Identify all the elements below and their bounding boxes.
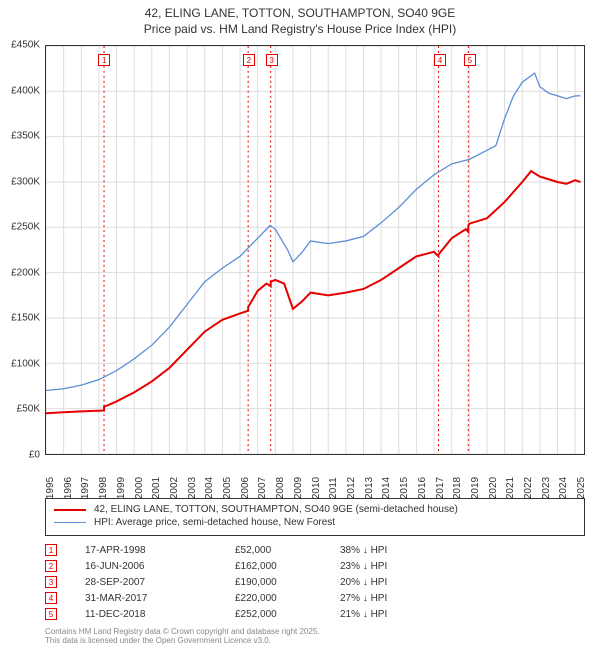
x-tick-label: 2012 (346, 477, 357, 499)
x-tick-label: 2005 (222, 477, 233, 499)
y-tick-label: £350K (11, 131, 40, 142)
y-tick-label: £400K (11, 85, 40, 96)
x-tick-label: 2013 (364, 477, 375, 499)
x-tick-label: 2010 (311, 477, 322, 499)
x-tick-label: 2019 (470, 477, 481, 499)
y-tick-label: £0 (29, 450, 40, 461)
row-marker: 4 (45, 592, 57, 604)
x-tick-label: 2018 (452, 477, 463, 499)
x-tick-label: 2002 (169, 477, 180, 499)
x-axis-labels: 1995199619971998199920002001200220032004… (45, 458, 585, 493)
series-hpi (46, 73, 580, 390)
table-row: 5 11-DEC-2018£252,00021% ↓ HPI (45, 608, 585, 620)
row-delta: 27% ↓ HPI (340, 593, 440, 604)
x-tick-label: 2009 (293, 477, 304, 499)
chart-container: 42, ELING LANE, TOTTON, SOUTHAMPTON, SO4… (0, 0, 600, 650)
row-price: £52,000 (235, 545, 340, 556)
x-tick-label: 2022 (523, 477, 534, 499)
row-marker: 3 (45, 576, 57, 588)
y-tick-label: £450K (11, 40, 40, 51)
x-tick-label: 2011 (328, 477, 339, 499)
x-tick-label: 2008 (275, 477, 286, 499)
annotation-marker-1: 1 (98, 54, 110, 66)
x-tick-label: 2023 (541, 477, 552, 499)
title-line1: 42, ELING LANE, TOTTON, SOUTHAMPTON, SO4… (0, 6, 600, 22)
table-row: 3 28-SEP-2007£190,00020% ↓ HPI (45, 576, 585, 588)
row-price: £252,000 (235, 609, 340, 620)
row-date: 11-DEC-2018 (85, 609, 235, 620)
x-tick-label: 2024 (558, 477, 569, 499)
row-date: 31-MAR-2017 (85, 593, 235, 604)
table-row: 2 16-JUN-2006£162,00023% ↓ HPI (45, 560, 585, 572)
x-tick-label: 2003 (187, 477, 198, 499)
annotation-marker-3: 3 (266, 54, 278, 66)
row-delta: 23% ↓ HPI (340, 561, 440, 572)
legend-item: HPI: Average price, semi-detached house,… (54, 517, 576, 528)
legend-label: 42, ELING LANE, TOTTON, SOUTHAMPTON, SO4… (94, 504, 458, 515)
x-tick-label: 2001 (151, 477, 162, 499)
x-tick-label: 1998 (98, 477, 109, 499)
legend-label: HPI: Average price, semi-detached house,… (94, 517, 335, 528)
sales-table: 1 17-APR-1998£52,00038% ↓ HPI 2 16-JUN-2006… (45, 544, 585, 624)
row-price: £190,000 (235, 577, 340, 588)
y-tick-label: £100K (11, 358, 40, 369)
legend-swatch (54, 522, 86, 523)
plot-svg (46, 46, 584, 454)
row-date: 16-JUN-2006 (85, 561, 235, 572)
footer-attribution: Contains HM Land Registry data © Crown c… (45, 627, 585, 646)
row-delta: 20% ↓ HPI (340, 577, 440, 588)
legend: 42, ELING LANE, TOTTON, SOUTHAMPTON, SO4… (45, 498, 585, 536)
y-tick-label: £50K (17, 404, 40, 415)
row-marker: 2 (45, 560, 57, 572)
y-tick-label: £150K (11, 313, 40, 324)
title-line2: Price paid vs. HM Land Registry's House … (0, 22, 600, 38)
row-date: 17-APR-1998 (85, 545, 235, 556)
chart-title: 42, ELING LANE, TOTTON, SOUTHAMPTON, SO4… (0, 0, 600, 37)
x-tick-label: 2014 (381, 477, 392, 499)
row-delta: 21% ↓ HPI (340, 609, 440, 620)
table-row: 1 17-APR-1998£52,00038% ↓ HPI (45, 544, 585, 556)
row-price: £162,000 (235, 561, 340, 572)
chart-plot-area: 12345 (45, 45, 585, 455)
x-tick-label: 1997 (80, 477, 91, 499)
x-tick-label: 1995 (45, 477, 56, 499)
legend-item: 42, ELING LANE, TOTTON, SOUTHAMPTON, SO4… (54, 504, 576, 515)
y-tick-label: £200K (11, 267, 40, 278)
x-tick-label: 1996 (63, 477, 74, 499)
table-row: 4 31-MAR-2017£220,00027% ↓ HPI (45, 592, 585, 604)
footer-line2: This data is licensed under the Open Gov… (45, 636, 585, 646)
x-tick-label: 2007 (257, 477, 268, 499)
y-axis-labels: £0£50K£100K£150K£200K£250K£300K£350K£400… (0, 45, 44, 455)
legend-swatch (54, 509, 86, 511)
x-tick-label: 2021 (505, 477, 516, 499)
x-tick-label: 1999 (116, 477, 127, 499)
x-tick-label: 2017 (435, 477, 446, 499)
y-tick-label: £300K (11, 176, 40, 187)
annotation-marker-2: 2 (243, 54, 255, 66)
row-marker: 1 (45, 544, 57, 556)
x-tick-label: 2015 (399, 477, 410, 499)
x-tick-label: 2000 (134, 477, 145, 499)
x-tick-label: 2004 (204, 477, 215, 499)
row-date: 28-SEP-2007 (85, 577, 235, 588)
x-tick-label: 2020 (488, 477, 499, 499)
row-price: £220,000 (235, 593, 340, 604)
footer-line1: Contains HM Land Registry data © Crown c… (45, 627, 585, 637)
x-tick-label: 2006 (240, 477, 251, 499)
series-price_paid (46, 171, 580, 413)
row-delta: 38% ↓ HPI (340, 545, 440, 556)
row-marker: 5 (45, 608, 57, 620)
x-tick-label: 2025 (576, 477, 587, 499)
x-tick-label: 2016 (417, 477, 428, 499)
annotation-marker-4: 4 (434, 54, 446, 66)
y-tick-label: £250K (11, 222, 40, 233)
annotation-marker-5: 5 (464, 54, 476, 66)
